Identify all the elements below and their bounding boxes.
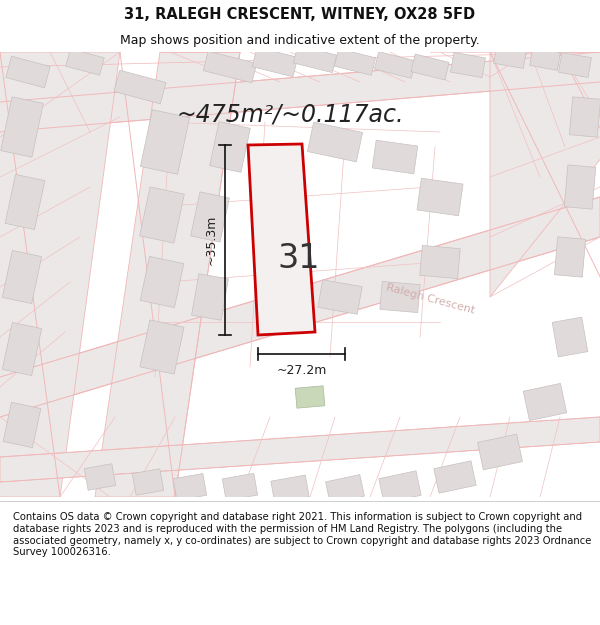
Polygon shape — [191, 274, 229, 320]
Polygon shape — [140, 320, 184, 374]
Polygon shape — [248, 144, 315, 335]
Polygon shape — [374, 52, 416, 78]
Text: 31, RALEGH CRESCENT, WITNEY, OX28 5FD: 31, RALEGH CRESCENT, WITNEY, OX28 5FD — [124, 7, 476, 22]
Text: ~35.3m: ~35.3m — [205, 215, 218, 265]
Polygon shape — [223, 473, 257, 501]
Polygon shape — [0, 52, 120, 497]
Polygon shape — [569, 97, 600, 137]
Polygon shape — [478, 434, 523, 470]
Text: Ralegh Crescent: Ralegh Crescent — [385, 282, 475, 316]
Polygon shape — [552, 317, 588, 357]
Polygon shape — [0, 197, 600, 417]
Text: ~475m²/~0.117ac.: ~475m²/~0.117ac. — [176, 103, 404, 127]
Polygon shape — [417, 178, 463, 216]
Polygon shape — [434, 461, 476, 493]
Polygon shape — [380, 281, 420, 312]
Polygon shape — [114, 70, 166, 104]
Polygon shape — [523, 383, 567, 421]
Polygon shape — [451, 52, 485, 78]
Polygon shape — [411, 54, 449, 80]
Polygon shape — [293, 46, 337, 72]
Polygon shape — [420, 246, 460, 279]
Polygon shape — [85, 464, 116, 490]
Polygon shape — [6, 56, 50, 88]
Polygon shape — [271, 475, 309, 503]
Polygon shape — [173, 474, 206, 501]
Polygon shape — [554, 237, 586, 277]
Text: ~27.2m: ~27.2m — [277, 364, 326, 377]
Polygon shape — [140, 256, 184, 308]
Text: Map shows position and indicative extent of the property.: Map shows position and indicative extent… — [120, 34, 480, 47]
Text: 31: 31 — [277, 242, 320, 276]
Polygon shape — [252, 48, 298, 77]
Polygon shape — [1, 97, 43, 158]
Polygon shape — [203, 51, 257, 82]
Polygon shape — [295, 386, 325, 408]
Polygon shape — [191, 192, 229, 242]
Polygon shape — [140, 187, 184, 243]
Polygon shape — [0, 417, 600, 482]
Polygon shape — [140, 109, 190, 174]
Polygon shape — [334, 49, 376, 76]
Polygon shape — [326, 474, 364, 503]
Polygon shape — [2, 322, 41, 376]
Polygon shape — [5, 174, 45, 229]
Polygon shape — [66, 49, 104, 75]
Polygon shape — [133, 469, 164, 495]
Polygon shape — [494, 46, 526, 69]
Polygon shape — [307, 122, 362, 162]
Polygon shape — [490, 52, 600, 297]
Polygon shape — [0, 52, 600, 132]
Polygon shape — [2, 251, 41, 304]
Polygon shape — [372, 140, 418, 174]
Text: Contains OS data © Crown copyright and database right 2021. This information is : Contains OS data © Crown copyright and d… — [13, 512, 592, 557]
Polygon shape — [530, 48, 560, 70]
Polygon shape — [3, 402, 41, 448]
Polygon shape — [209, 122, 250, 172]
Polygon shape — [318, 280, 362, 314]
Polygon shape — [564, 165, 596, 209]
Polygon shape — [379, 471, 421, 503]
Polygon shape — [95, 52, 240, 497]
Polygon shape — [559, 52, 592, 78]
